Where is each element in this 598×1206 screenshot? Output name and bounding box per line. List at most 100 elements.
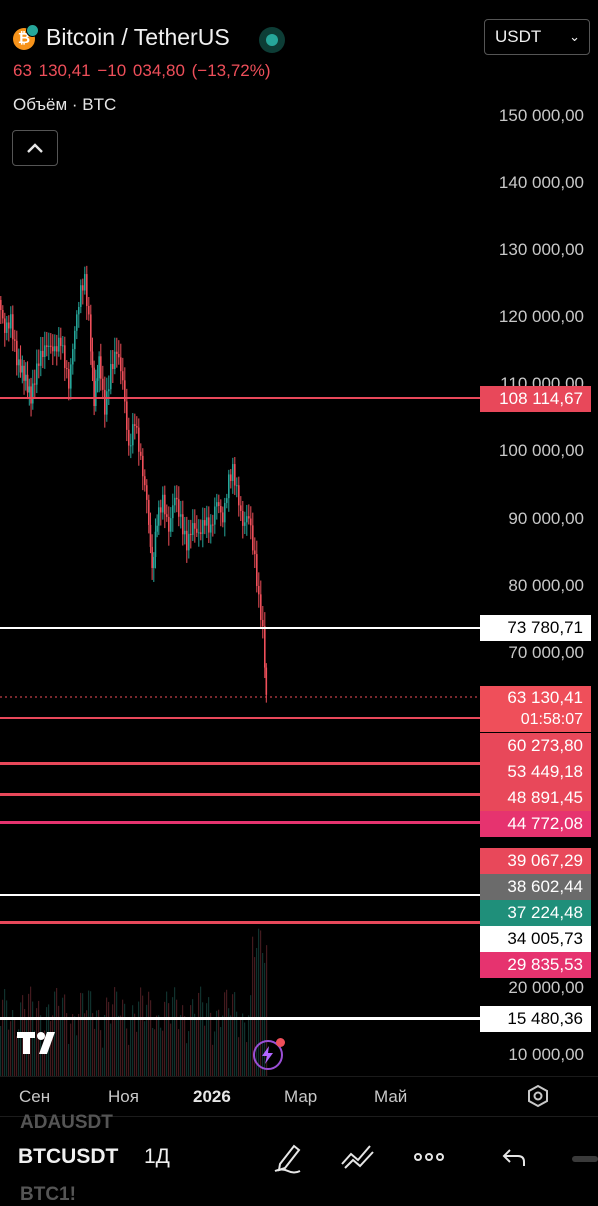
symbol-previous[interactable]: ADAUSDT bbox=[20, 1112, 113, 1133]
currency-value: USDT bbox=[495, 27, 542, 46]
volume-bar bbox=[2, 999, 4, 1076]
settings-icon[interactable] bbox=[526, 1084, 550, 1108]
candle-body bbox=[142, 455, 144, 477]
level-tag[interactable]: 73 780,71 bbox=[480, 615, 591, 641]
candle-body bbox=[90, 314, 92, 352]
level-line[interactable] bbox=[0, 397, 480, 399]
symbol-next[interactable]: BTC1! bbox=[20, 1184, 76, 1205]
symbol-title[interactable]: Bitcoin / TetherUS bbox=[46, 24, 230, 50]
level-tag[interactable]: 34 005,73 bbox=[480, 926, 591, 952]
redo-icon[interactable] bbox=[572, 1156, 598, 1162]
candle-body bbox=[23, 365, 25, 381]
volume-bar bbox=[246, 1042, 248, 1076]
volume-bar bbox=[18, 1029, 20, 1076]
candle-body bbox=[144, 476, 146, 486]
level-tag[interactable]: 37 224,48 bbox=[480, 900, 591, 926]
volume-bar bbox=[86, 1010, 88, 1076]
volume-bar bbox=[62, 997, 64, 1076]
candle-body bbox=[208, 517, 210, 533]
bar-countdown: 01:58:07 bbox=[520, 711, 583, 728]
candle-body bbox=[30, 386, 32, 404]
candle-body bbox=[160, 507, 162, 513]
level-line[interactable] bbox=[0, 717, 480, 719]
volume-bar bbox=[230, 1015, 232, 1076]
level-line[interactable] bbox=[0, 762, 480, 765]
candle-body bbox=[108, 389, 110, 392]
volume-bar bbox=[12, 1010, 14, 1076]
volume-bar bbox=[74, 1016, 76, 1076]
currency-select[interactable]: USDT ⌄ bbox=[484, 19, 590, 55]
level-tag[interactable]: 53 449,18 bbox=[480, 759, 591, 785]
candle-body bbox=[238, 485, 240, 506]
time-axis[interactable] bbox=[0, 1076, 598, 1117]
candle-body bbox=[93, 367, 95, 406]
volume-bar bbox=[228, 1008, 230, 1076]
volume-bar bbox=[138, 1001, 140, 1076]
volume-bar bbox=[184, 1016, 186, 1076]
market-open-icon[interactable] bbox=[259, 27, 285, 53]
candle-body bbox=[260, 594, 262, 620]
volume-bar bbox=[88, 990, 90, 1076]
candle-body bbox=[42, 350, 44, 358]
candle-body bbox=[72, 349, 74, 365]
level-line[interactable] bbox=[0, 921, 480, 924]
candle-body bbox=[130, 445, 132, 447]
candle-body bbox=[34, 383, 36, 385]
volume-bar bbox=[108, 1001, 110, 1076]
level-tag[interactable]: 29 835,53 bbox=[480, 952, 591, 978]
level-tag[interactable]: 39 067,29 bbox=[480, 848, 591, 874]
candle-body bbox=[224, 502, 226, 523]
level-line[interactable] bbox=[0, 627, 480, 629]
trend-icon[interactable] bbox=[339, 1140, 377, 1174]
collapse-button[interactable] bbox=[12, 130, 58, 166]
level-line[interactable] bbox=[0, 793, 480, 796]
candle-body bbox=[254, 550, 256, 555]
candle-body bbox=[220, 506, 222, 513]
candle-body bbox=[230, 474, 232, 481]
candle-body bbox=[78, 306, 80, 315]
level-tag[interactable]: 15 480,36 bbox=[480, 1006, 591, 1032]
candle-body bbox=[168, 516, 170, 532]
volume-bar bbox=[132, 1005, 134, 1076]
price-chart[interactable] bbox=[0, 0, 598, 1076]
volume-bar bbox=[80, 992, 82, 1076]
pencil-icon[interactable] bbox=[272, 1140, 304, 1174]
volume-bar bbox=[84, 1013, 86, 1076]
volume-bar bbox=[4, 989, 6, 1076]
candle-body bbox=[44, 345, 46, 358]
candle-body bbox=[162, 494, 164, 513]
lightning-icon[interactable] bbox=[253, 1038, 285, 1070]
candle-body bbox=[128, 429, 130, 446]
volume-bar bbox=[208, 997, 210, 1076]
interval-button[interactable]: 1Д bbox=[144, 1145, 170, 1168]
volume-bar bbox=[76, 1035, 78, 1076]
time-axis-label: Мар bbox=[284, 1087, 318, 1106]
candle-body bbox=[46, 345, 48, 347]
candle-body bbox=[198, 532, 200, 534]
volume-bar bbox=[10, 1021, 12, 1076]
volume-bar bbox=[106, 997, 108, 1076]
more-icon[interactable] bbox=[413, 1140, 445, 1174]
chart-header: ₿ Bitcoin / TetherUS USDT ⌄ 63 130,41 −1… bbox=[0, 0, 598, 170]
candle-body bbox=[110, 364, 112, 390]
level-line[interactable] bbox=[0, 821, 480, 824]
volume-bar bbox=[152, 1027, 154, 1076]
volume-bar bbox=[30, 986, 32, 1076]
volume-indicator-label[interactable]: Объём · BTC bbox=[13, 95, 117, 114]
undo-icon[interactable] bbox=[500, 1140, 528, 1174]
candle-body bbox=[178, 499, 180, 517]
bottom-toolbar bbox=[0, 1116, 598, 1201]
candle-body bbox=[6, 322, 8, 333]
volume-bar bbox=[232, 994, 234, 1076]
level-tag[interactable]: 44 772,08 bbox=[480, 811, 591, 837]
level-tag[interactable]: 108 114,67 bbox=[480, 386, 591, 412]
symbol-switcher[interactable]: BTCUSDT bbox=[18, 1145, 119, 1168]
level-line[interactable] bbox=[0, 894, 480, 896]
level-tag[interactable]: 38 602,44 bbox=[480, 874, 591, 900]
candle-body bbox=[264, 626, 266, 668]
level-tag[interactable]: 60 273,80 bbox=[480, 733, 591, 759]
candle-body bbox=[91, 351, 94, 368]
level-line[interactable] bbox=[0, 1017, 480, 1020]
volume-bar bbox=[82, 993, 84, 1076]
level-tag[interactable]: 48 891,45 bbox=[480, 785, 591, 811]
